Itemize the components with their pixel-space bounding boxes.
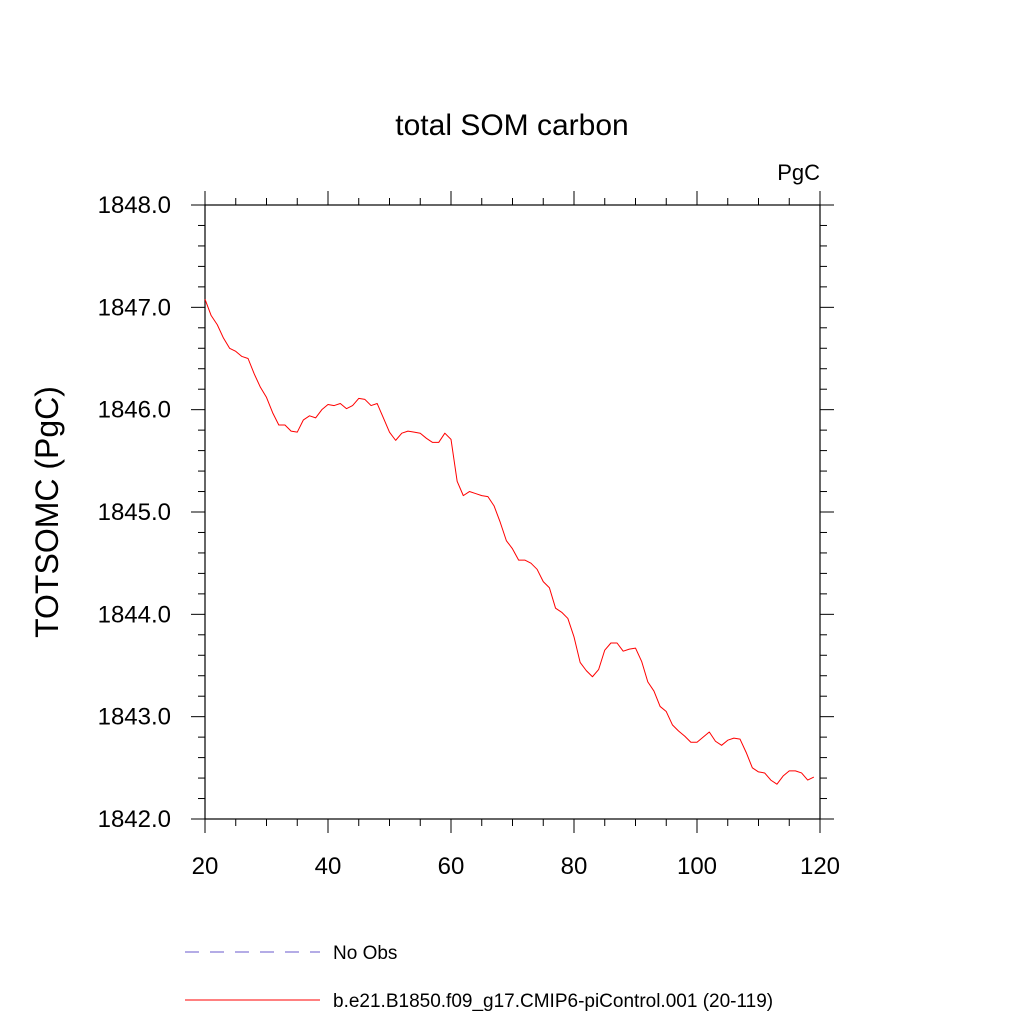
y-tick-label: 1847.0 [98, 294, 171, 321]
chart-title: total SOM carbon [395, 109, 628, 142]
y-tick-label: 1846.0 [98, 397, 171, 424]
x-tick-label: 40 [315, 853, 342, 880]
y-tick-label: 1844.0 [98, 601, 171, 628]
series-layer [204, 298, 815, 785]
y-tick-label: 1842.0 [98, 806, 171, 833]
units-label: PgC [777, 160, 820, 185]
y-axis-label: TOTSOMC (PgC) [29, 386, 65, 638]
x-tick-label: 80 [561, 853, 588, 880]
axes: 20 40 60 80 100 120 1842.0 1843.0 1844.0 1845.0 18… [98, 191, 840, 880]
x-tick-label: 20 [192, 853, 219, 880]
plot-frame [204, 204, 821, 820]
legend-label-picontrol: b.e21.B1850.f09_g17.CMIP6-piControl.001 … [333, 991, 773, 1012]
x-tick-label: 120 [800, 853, 840, 880]
y-tick-label: 1843.0 [98, 704, 171, 731]
y-tick-label: 1848.0 [98, 192, 171, 219]
series-line-picontrol [204, 298, 815, 785]
x-tick-label: 100 [677, 853, 717, 880]
y-tick-label: 1845.0 [98, 499, 171, 526]
legend: No Obs b.e21.B1850.f09_g17.CMIP6-piContr… [185, 943, 773, 1012]
legend-label-no-obs: No Obs [333, 943, 397, 964]
x-tick-label: 60 [438, 853, 465, 880]
